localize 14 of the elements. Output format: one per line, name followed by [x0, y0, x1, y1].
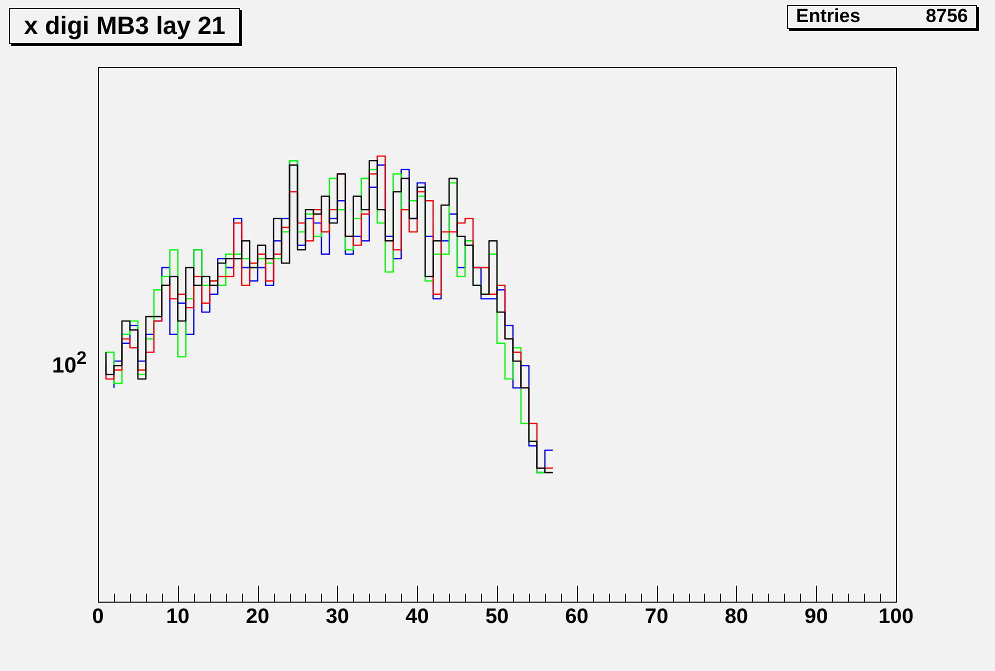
x-tick-label: 70 [644, 605, 668, 628]
x-tick-label: 40 [406, 605, 429, 628]
x-tick-label: 10 [166, 605, 190, 628]
x-tick-label: 50 [485, 605, 509, 628]
x-tick-label: 100 [878, 605, 914, 628]
x-tick-label: 30 [326, 605, 350, 628]
x-tick-label: 90 [804, 605, 828, 628]
text: 10$^{2}$ [52, 346, 87, 378]
text: Entries 8756 [787, 5, 977, 29]
x-tick-label: 20 [246, 605, 270, 628]
chart-title: x digi MB3 lay 21 [9, 8, 240, 44]
x-tick-label: 0 [92, 605, 104, 628]
x-tick-label: 80 [724, 605, 748, 628]
x-tick-label: 60 [565, 605, 588, 628]
